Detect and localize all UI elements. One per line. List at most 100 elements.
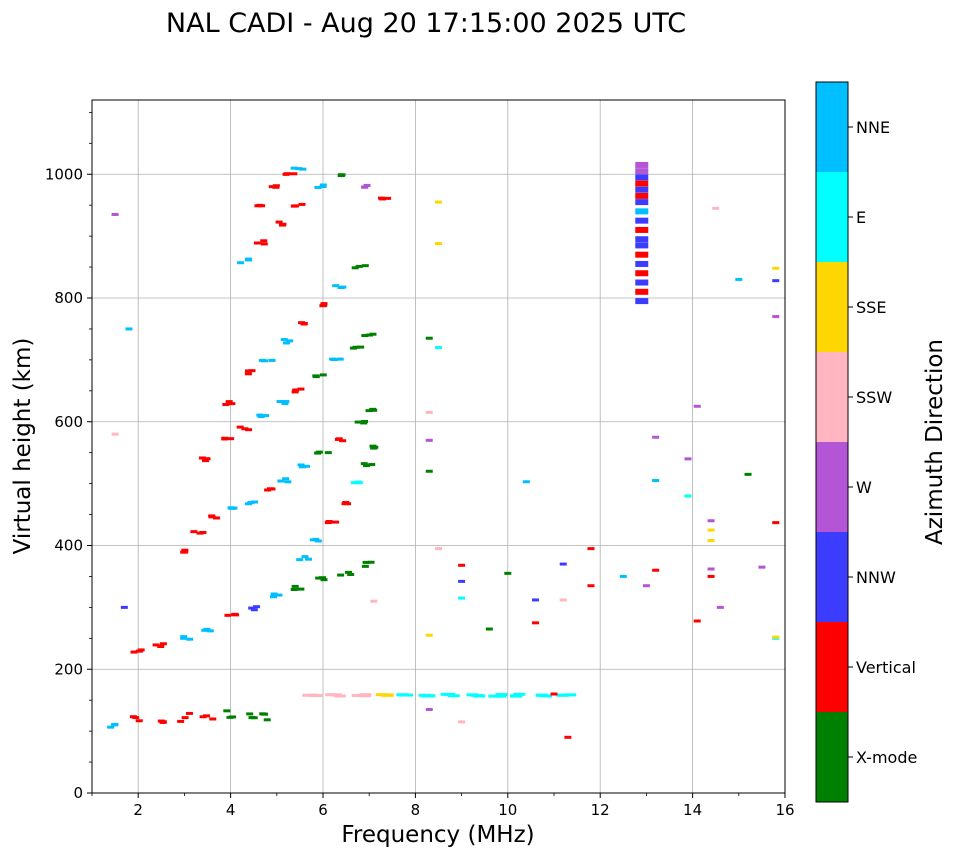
echo-point	[513, 692, 526, 696]
echo-point	[458, 596, 466, 600]
echo-point	[425, 707, 433, 711]
echo-point	[333, 694, 346, 698]
colorbar-category-label: X-mode	[856, 748, 917, 767]
echo-point	[256, 413, 264, 417]
x-tick-label: 6	[318, 801, 328, 819]
colorbar-label: Azimuth Direction	[922, 339, 948, 545]
echo-point	[635, 226, 649, 233]
echo-point	[248, 369, 256, 373]
echo-point	[292, 204, 300, 208]
echo-point	[245, 369, 253, 373]
echo-point	[247, 501, 255, 505]
echo-point	[707, 539, 715, 543]
echo-point	[352, 345, 360, 349]
echo-point	[339, 285, 347, 289]
colorbar-segment	[816, 532, 848, 622]
echo-point	[299, 167, 307, 171]
echo-point	[262, 414, 270, 418]
echo-point	[253, 605, 261, 609]
x-tick-label: 8	[411, 801, 421, 819]
x-tick-label: 12	[591, 801, 610, 819]
echo-point	[707, 567, 715, 571]
echo-point	[735, 277, 743, 281]
echo-point	[111, 212, 119, 216]
echo-point	[368, 463, 376, 467]
echo-point	[324, 521, 332, 525]
echo-point	[635, 298, 649, 305]
echo-point	[297, 463, 305, 467]
echo-point	[707, 519, 715, 523]
echo-point	[198, 456, 206, 460]
echo-point	[772, 266, 780, 270]
echo-point	[772, 635, 780, 639]
colorbar-segment	[816, 82, 848, 172]
echo-point	[276, 400, 284, 404]
echo-point	[488, 694, 501, 698]
echo-point	[772, 279, 780, 283]
echo-point	[716, 605, 724, 609]
grid-lines	[92, 100, 786, 794]
echo-point	[635, 260, 649, 267]
echo-point	[344, 570, 352, 574]
echo-point	[237, 261, 245, 265]
echo-point	[250, 608, 258, 612]
echo-point	[297, 387, 305, 391]
x-axis-ticks: 2 4 6 8 10 12 14 16	[91, 793, 795, 819]
echo-point	[202, 459, 210, 463]
echo-point	[312, 375, 320, 379]
x-tick-label: 4	[226, 801, 236, 819]
echo-point	[159, 642, 167, 646]
echo-point	[425, 410, 433, 414]
echo-point	[301, 555, 309, 559]
echo-point	[360, 462, 368, 466]
echo-point	[337, 573, 345, 577]
echo-point	[370, 599, 378, 603]
echo-point	[363, 464, 371, 468]
echo-point	[291, 390, 299, 394]
echo-point	[181, 550, 189, 554]
colorbar-category-label: NNW	[856, 568, 896, 587]
echo-point	[375, 693, 388, 697]
echo-point	[284, 480, 292, 484]
echo-point	[510, 694, 523, 698]
echo-point	[244, 372, 252, 376]
echo-point	[707, 574, 715, 578]
y-tick-label: 800	[54, 289, 83, 307]
echo-point	[319, 185, 327, 189]
echo-point	[635, 208, 649, 215]
echo-point	[125, 327, 133, 331]
echo-point	[635, 236, 649, 243]
echo-point	[270, 592, 278, 596]
echo-point	[744, 472, 752, 476]
y-axis-label: Virtual height (km)	[10, 338, 36, 555]
echo-point	[435, 242, 442, 246]
echo-point	[283, 341, 291, 345]
echo-point	[135, 719, 143, 723]
echo-point	[458, 579, 466, 583]
echo-point	[180, 635, 188, 639]
echo-point	[351, 266, 359, 270]
echo-point	[295, 167, 303, 171]
echo-point	[435, 547, 442, 551]
echo-point	[213, 516, 221, 520]
echo-point	[384, 196, 392, 200]
echo-point	[458, 720, 466, 724]
echo-point	[377, 196, 385, 200]
echo-point	[329, 357, 337, 361]
echo-point	[303, 464, 311, 468]
echo-point	[342, 501, 350, 505]
echo-point	[246, 712, 254, 716]
echo-point	[236, 425, 244, 429]
echo-point	[635, 270, 649, 277]
colorbar-category-label: W	[856, 478, 872, 497]
echo-point	[635, 180, 649, 187]
echo-point	[297, 587, 305, 591]
echo-point	[309, 538, 317, 542]
echo-point	[282, 477, 290, 481]
echo-point	[268, 358, 276, 362]
echo-point	[652, 435, 660, 439]
echo-point	[282, 400, 290, 404]
echo-point	[203, 457, 211, 461]
y-tick-label: 0	[73, 784, 83, 802]
colorbar-category-label: Vertical	[856, 658, 916, 677]
